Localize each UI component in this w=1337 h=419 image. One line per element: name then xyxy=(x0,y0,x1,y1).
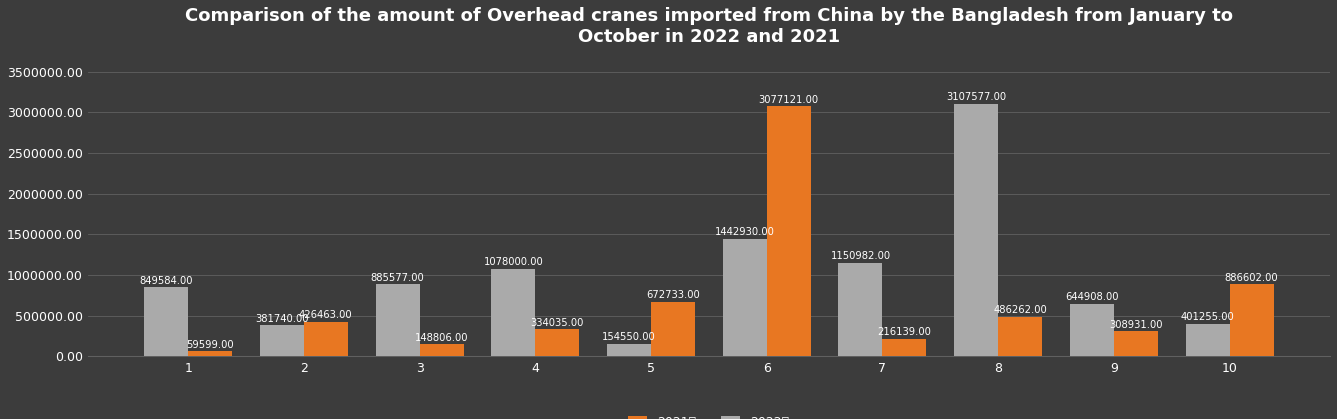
Text: 59599.00: 59599.00 xyxy=(186,340,234,350)
Text: 644908.00: 644908.00 xyxy=(1066,292,1119,302)
Bar xyxy=(144,287,189,356)
Text: 154550.00: 154550.00 xyxy=(602,332,656,342)
Text: 885577.00: 885577.00 xyxy=(370,273,424,283)
Bar xyxy=(1186,323,1230,356)
Bar xyxy=(376,284,420,356)
Bar xyxy=(882,339,927,356)
Text: 486262.00: 486262.00 xyxy=(993,305,1047,315)
Legend: 2021年, 2022年: 2021年, 2022年 xyxy=(623,411,794,419)
Bar xyxy=(766,106,810,356)
Text: 1078000.00: 1078000.00 xyxy=(484,257,543,267)
Bar xyxy=(259,325,303,356)
Text: 886602.00: 886602.00 xyxy=(1225,273,1278,283)
Text: 849584.00: 849584.00 xyxy=(139,276,193,286)
Bar xyxy=(651,302,695,356)
Bar xyxy=(189,351,233,356)
Text: 672733.00: 672733.00 xyxy=(646,290,699,300)
Bar xyxy=(1070,304,1114,356)
Bar xyxy=(1230,284,1274,356)
Text: 3107577.00: 3107577.00 xyxy=(947,92,1007,102)
Bar xyxy=(535,329,579,356)
Text: 334035.00: 334035.00 xyxy=(531,318,584,328)
Bar xyxy=(955,104,999,356)
Text: 1150982.00: 1150982.00 xyxy=(830,251,890,261)
Text: 401255.00: 401255.00 xyxy=(1181,312,1234,322)
Bar xyxy=(420,344,464,356)
Text: 308931.00: 308931.00 xyxy=(1110,320,1163,330)
Text: 1442930.00: 1442930.00 xyxy=(715,228,774,238)
Title: Comparison of the amount of Overhead cranes imported from China by the Banglades: Comparison of the amount of Overhead cra… xyxy=(185,7,1233,46)
Bar xyxy=(491,269,535,356)
Bar xyxy=(607,344,651,356)
Text: 3077121.00: 3077121.00 xyxy=(758,95,818,105)
Text: 426463.00: 426463.00 xyxy=(299,310,353,320)
Bar xyxy=(1114,331,1158,356)
Bar xyxy=(303,321,348,356)
Bar xyxy=(723,239,766,356)
Text: 216139.00: 216139.00 xyxy=(877,327,932,337)
Bar xyxy=(838,263,882,356)
Text: 381740.00: 381740.00 xyxy=(255,314,309,324)
Bar xyxy=(999,317,1042,356)
Text: 148806.00: 148806.00 xyxy=(414,333,468,343)
